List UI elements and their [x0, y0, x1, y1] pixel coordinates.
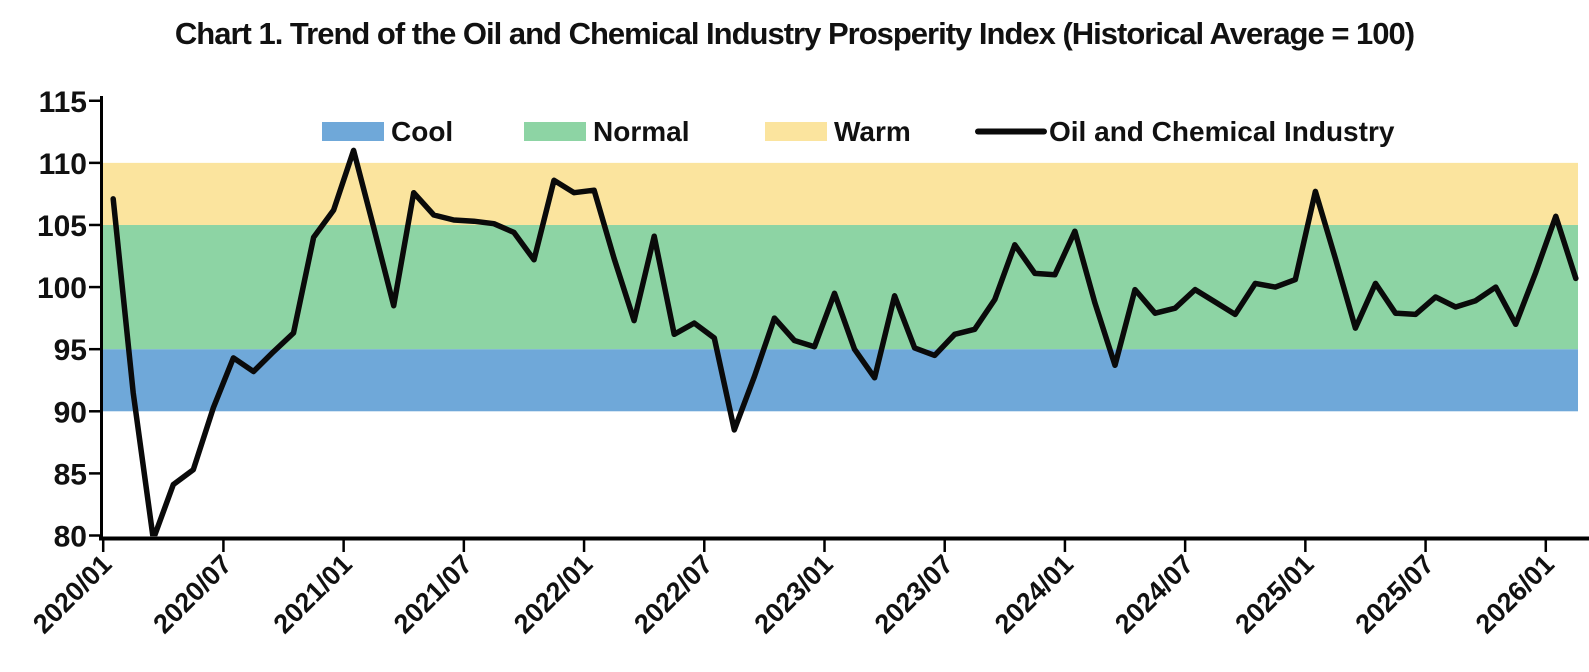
series-line-oil-and-chemical-industry — [110, 147, 1579, 537]
y-axis-spine — [100, 96, 103, 539]
x-axis-label: 2026/01 — [1470, 549, 1560, 639]
x-axis-label: 2020/01 — [27, 549, 117, 639]
y-axis-label: 105 — [37, 210, 87, 243]
x-axis-label: 2023/07 — [869, 549, 959, 639]
band-cool — [103, 349, 1578, 412]
legend-label-warm: Warm — [834, 116, 911, 147]
legend-label-normal: Normal — [593, 116, 689, 147]
x-axis-label: 2022/07 — [628, 549, 718, 639]
y-axis-label: 100 — [37, 272, 87, 305]
y-axis-label: 115 — [39, 86, 87, 119]
legend-label-oil-and-chemical-industry: Oil and Chemical Industry — [1049, 116, 1395, 147]
legend-swatch-warm — [765, 122, 827, 141]
legend-swatch-cool — [322, 122, 384, 141]
legend-swatch-normal — [524, 122, 586, 141]
y-axis-label: 95 — [54, 334, 87, 367]
x-axis-label: 2025/01 — [1229, 549, 1319, 639]
x-axis-label: 2024/01 — [989, 549, 1079, 639]
y-axis-label: 110 — [39, 148, 87, 181]
x-axis-spine — [99, 536, 1589, 541]
band-normal — [103, 224, 1578, 350]
x-axis-label: 2024/07 — [1109, 549, 1199, 639]
x-axis-label: 2023/01 — [749, 549, 839, 639]
y-axis-label: 90 — [54, 396, 87, 429]
x-axis-label: 2021/01 — [268, 549, 358, 639]
x-axis-label: 2022/01 — [508, 549, 598, 639]
x-axis-label: 2025/07 — [1350, 549, 1440, 639]
y-axis-label: 85 — [54, 458, 87, 491]
x-axis-label: 2020/07 — [147, 549, 237, 639]
legend-label-cool: Cool — [391, 116, 453, 147]
y-axis-label: 80 — [54, 521, 87, 554]
band-warm — [103, 162, 1578, 225]
x-axis-label: 2021/07 — [388, 549, 478, 639]
chart-title: Chart 1. Trend of the Oil and Chemical I… — [174, 16, 1415, 51]
